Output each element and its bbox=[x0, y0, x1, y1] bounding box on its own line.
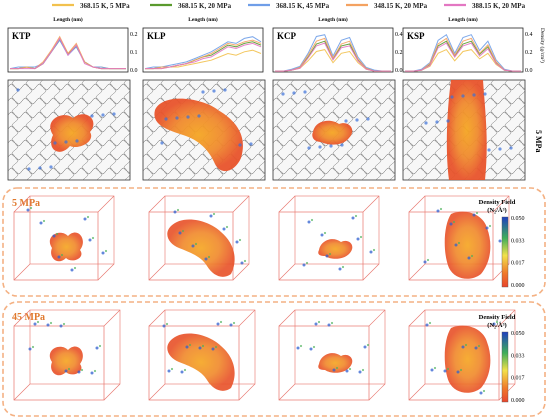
series-line bbox=[10, 37, 126, 69]
x-axis-label: Length (nm) bbox=[188, 16, 218, 23]
colorbar-tick-label: 0.050 bbox=[511, 331, 525, 337]
series-line bbox=[405, 43, 521, 71]
gas-cluster-3d bbox=[167, 333, 234, 390]
row-label-3d-45mpa: 45 MPa bbox=[12, 312, 45, 323]
snapshot-rows-3d bbox=[14, 196, 515, 400]
snapshot-2d bbox=[143, 80, 265, 180]
legend-label: 348.15 K, 20 MPa bbox=[374, 2, 428, 10]
colorbar-tick-label: 0.050 bbox=[511, 216, 525, 222]
legend-label: 368.15 K, 5 MPa bbox=[80, 2, 130, 10]
colorbar-tick-label: 0.000 bbox=[511, 283, 525, 289]
row-label-2d: 5 MPa bbox=[534, 130, 543, 152]
y-tick-label: 0.1 bbox=[130, 50, 138, 56]
gas-cluster-3d bbox=[445, 212, 491, 279]
gas-cluster-3d bbox=[318, 239, 352, 259]
x-axis-label: Length (nm) bbox=[318, 16, 348, 23]
snapshot-2d bbox=[273, 80, 395, 180]
series-line bbox=[145, 43, 261, 68]
series-line bbox=[405, 38, 521, 71]
legend-label: 368.15 K, 20 MPa bbox=[178, 2, 232, 10]
colorbar-gradient bbox=[502, 332, 508, 402]
x-axis-label: Length (nm) bbox=[448, 16, 478, 23]
y-tick-label: 0.0 bbox=[130, 68, 138, 74]
legend-label: 368.15 K, 45 MPa bbox=[276, 2, 330, 10]
snapshot-3d bbox=[149, 196, 249, 280]
panel-title: KLP bbox=[147, 31, 166, 41]
y-tick-label: 0.2 bbox=[130, 32, 138, 38]
snapshot-2d bbox=[403, 80, 525, 180]
y-tick-label: 0.4 bbox=[395, 32, 403, 38]
colorbar-gradient bbox=[502, 217, 508, 287]
colorbar-title: Density Field bbox=[479, 199, 516, 206]
x-axis-label: Length (nm) bbox=[53, 16, 83, 23]
colorbar-title: Density Field bbox=[479, 314, 516, 321]
colorbar-tick-label: 0.017 bbox=[511, 261, 525, 267]
gas-cluster-3d bbox=[445, 326, 491, 393]
series-line bbox=[145, 50, 261, 68]
colorbar-tick-label: 0.033 bbox=[511, 238, 525, 244]
legend: 368.15 K, 5 MPa 368.15 K, 20 MPa 368.15 K,… bbox=[52, 2, 526, 10]
y-tick-label: 0.4 bbox=[525, 32, 533, 38]
legend-label: 388.15 K, 20 MPa bbox=[472, 2, 526, 10]
colorbar-unit: (N₂/Å³) bbox=[487, 206, 506, 214]
y-tick-label: 0.2 bbox=[525, 50, 533, 56]
snapshot-row-2d bbox=[8, 80, 525, 180]
y-tick-label: 0.0 bbox=[525, 68, 533, 74]
colorbar-tick-label: 0.000 bbox=[511, 398, 525, 404]
panel-title: KTP bbox=[12, 31, 31, 41]
series-line bbox=[145, 40, 261, 69]
snapshot-3d bbox=[14, 310, 120, 400]
snapshot-3d bbox=[279, 310, 385, 400]
snapshot-2d bbox=[8, 80, 130, 180]
y-tick-label: 0.0 bbox=[395, 68, 403, 74]
snapshot-3d bbox=[149, 310, 255, 400]
colorbar-tick-label: 0.033 bbox=[511, 353, 525, 359]
panel-title: KSP bbox=[407, 31, 425, 41]
colorbar-tick-label: 0.017 bbox=[511, 376, 525, 382]
y-axis-label: Density (g/cm³) bbox=[539, 28, 546, 63]
panel-title: KCP bbox=[277, 31, 297, 41]
density-profiles: KTP Length (nm) 0.2 0.1 0.0 KLP Length (nm) KCP… bbox=[8, 16, 546, 74]
snapshot-3d bbox=[279, 196, 379, 280]
gas-cluster bbox=[447, 80, 487, 180]
colorbar-unit: (N₂/Å³) bbox=[487, 321, 506, 329]
y-tick-label: 0.2 bbox=[395, 50, 403, 56]
